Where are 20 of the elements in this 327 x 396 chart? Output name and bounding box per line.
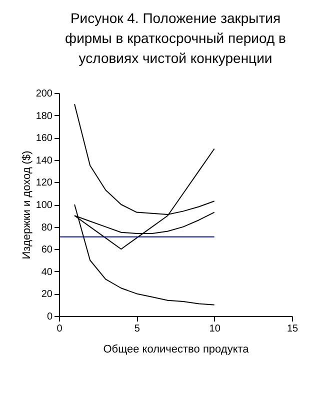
y-tick-label: 60: [41, 244, 53, 256]
x-axis-title: Общее количество продукта: [103, 344, 250, 356]
y-tick-label: 20: [41, 289, 53, 300]
y-tick-label: 180: [36, 110, 53, 122]
x-tick-label: 5: [134, 324, 140, 334]
text: условиях чистой конкуренции: [78, 50, 272, 66]
y-tick-label: 100: [36, 200, 53, 211]
y-axis-title: Издержки и доход ($): [20, 150, 33, 260]
y-tick-label: 80: [41, 222, 53, 234]
y-tick-label: 40: [41, 266, 53, 278]
y-tick-label: 140: [36, 155, 53, 166]
x-tick-label: 10: [209, 324, 221, 334]
y-tick-label: 160: [36, 133, 53, 144]
y-tick-label: 0: [46, 312, 53, 322]
text: фирмы в краткосрочный период в: [65, 30, 286, 46]
x-tick-label: 0: [56, 324, 63, 334]
y-tick-label: 120: [36, 178, 53, 189]
x-tick-label: 15: [286, 324, 298, 334]
text: Рисунок 4. Положение закрытия: [70, 10, 281, 26]
y-tick-label: 200: [36, 88, 53, 100]
